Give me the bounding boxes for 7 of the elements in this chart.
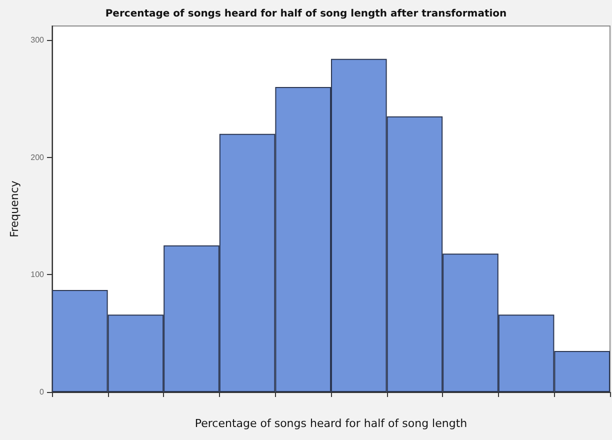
- y-tick-label: 200: [30, 152, 45, 162]
- y-axis-title: Frequency: [8, 180, 21, 238]
- y-tick-label: 300: [30, 36, 45, 45]
- y-tick-label: 0: [40, 388, 45, 396]
- x-axis-title: Percentage of songs heard for half of song length: [194, 417, 468, 430]
- y-tick-label: 100: [30, 270, 45, 280]
- chart-title: Percentage of songs heard for half of song length after transformation: [105, 8, 507, 20]
